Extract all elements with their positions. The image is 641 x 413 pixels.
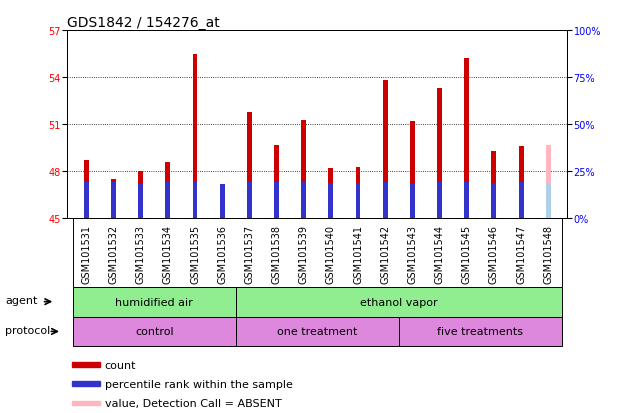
Bar (328, 184, 333, 219)
Bar (236, 287, 562, 317)
Text: GSM101535: GSM101535 (190, 224, 200, 283)
Bar (301, 183, 306, 219)
Bar (410, 185, 415, 219)
Text: GSM101532: GSM101532 (108, 224, 119, 283)
Bar (399, 317, 562, 347)
Text: five treatments: five treatments (437, 327, 523, 337)
Text: GSM101533: GSM101533 (136, 224, 146, 283)
Bar (383, 183, 388, 219)
Text: GSM101544: GSM101544 (435, 224, 445, 283)
Bar (84, 183, 88, 219)
Text: GSM101536: GSM101536 (217, 224, 227, 283)
Bar (274, 183, 279, 219)
Text: GSM101541: GSM101541 (353, 224, 363, 283)
Bar (492, 184, 496, 219)
Bar (220, 185, 224, 219)
Text: GSM101545: GSM101545 (462, 224, 472, 283)
Bar (111, 183, 116, 219)
Text: ethanol vapor: ethanol vapor (360, 297, 438, 307)
Bar (72, 363, 100, 367)
Bar (464, 182, 469, 219)
Bar (356, 184, 360, 219)
Text: percentile rank within the sample: percentile rank within the sample (104, 379, 293, 389)
Text: GSM101531: GSM101531 (81, 224, 91, 283)
Bar (464, 59, 469, 219)
Bar (546, 145, 551, 219)
Bar (383, 81, 388, 219)
Bar (84, 161, 88, 219)
Bar (111, 180, 116, 219)
Bar (247, 181, 252, 219)
Text: GSM101537: GSM101537 (244, 224, 254, 283)
Bar (410, 122, 415, 219)
Bar (236, 317, 399, 347)
Text: count: count (104, 360, 137, 370)
Text: agent: agent (5, 295, 38, 305)
Text: GSM101546: GSM101546 (489, 224, 499, 283)
Bar (328, 169, 333, 219)
Text: GSM101542: GSM101542 (380, 224, 390, 283)
Bar (72, 401, 100, 406)
Text: GSM101543: GSM101543 (408, 224, 417, 283)
Text: humidified air: humidified air (115, 297, 193, 307)
Text: GSM101538: GSM101538 (272, 224, 281, 283)
Bar (437, 183, 442, 219)
Bar (247, 112, 252, 219)
Bar (165, 181, 171, 219)
Bar (72, 287, 236, 317)
Bar (165, 163, 171, 219)
Bar (220, 185, 224, 219)
Text: GSM101534: GSM101534 (163, 224, 173, 283)
Text: protocol: protocol (5, 325, 51, 335)
Text: GDS1842 / 154276_at: GDS1842 / 154276_at (67, 16, 220, 30)
Bar (492, 152, 496, 219)
Bar (72, 382, 100, 386)
Text: control: control (135, 327, 174, 337)
Bar (274, 145, 279, 219)
Text: GSM101548: GSM101548 (544, 224, 553, 283)
Bar (519, 183, 524, 219)
Bar (519, 147, 524, 219)
Text: GSM101547: GSM101547 (516, 224, 526, 283)
Bar (301, 120, 306, 219)
Text: GSM101540: GSM101540 (326, 224, 336, 283)
Bar (356, 167, 360, 219)
Bar (437, 89, 442, 219)
Bar (546, 184, 551, 219)
Bar (192, 55, 197, 219)
Bar (138, 172, 143, 219)
Bar (72, 317, 236, 347)
Bar (138, 185, 143, 219)
Text: one treatment: one treatment (277, 327, 358, 337)
Text: GSM101539: GSM101539 (299, 224, 309, 283)
Text: value, Detection Call = ABSENT: value, Detection Call = ABSENT (104, 398, 281, 408)
Bar (192, 181, 197, 219)
